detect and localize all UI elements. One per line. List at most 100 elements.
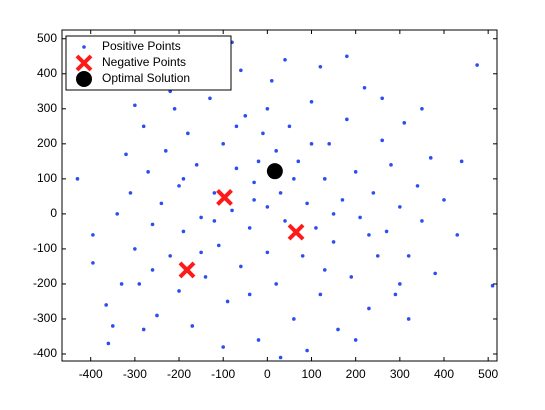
positive-point — [243, 114, 248, 118]
y-tick-label: 200 — [37, 136, 57, 150]
positive-point — [212, 191, 217, 195]
positive-point — [322, 177, 327, 181]
positive-point — [475, 63, 479, 67]
legend-marker — [75, 54, 93, 72]
x-tick-label: 0 — [264, 367, 271, 381]
positive-point — [442, 198, 446, 202]
positive-point — [402, 121, 407, 125]
positive-point — [124, 152, 128, 157]
positive-point — [309, 100, 314, 104]
positive-point — [181, 177, 186, 181]
x-tick-label: 100 — [302, 367, 322, 381]
positive-point — [225, 299, 230, 304]
positive-point — [119, 282, 124, 286]
positive-point — [256, 338, 261, 342]
positive-point — [322, 268, 327, 272]
positive-point — [133, 247, 137, 251]
positive-point — [314, 226, 318, 230]
positive-point — [141, 124, 146, 129]
positive-point — [384, 229, 389, 234]
positive-point — [212, 219, 217, 223]
positive-point — [190, 324, 195, 328]
negative-point — [216, 189, 233, 206]
positive-point — [380, 138, 384, 143]
positive-point — [150, 268, 155, 272]
y-tick-label: 300 — [37, 101, 57, 115]
positive-point — [353, 170, 358, 174]
positive-point — [278, 355, 283, 360]
positive-point — [367, 306, 371, 311]
positive-point — [155, 313, 159, 318]
positive-point — [181, 229, 186, 234]
x-tick-label: -400 — [79, 367, 103, 381]
negative-point — [287, 223, 305, 241]
positive-point — [406, 317, 411, 321]
positive-point — [208, 96, 212, 101]
legend-marker — [82, 45, 86, 49]
x-tick-label: -300 — [123, 367, 147, 381]
positive-point — [265, 205, 270, 209]
positive-point — [168, 254, 172, 258]
positive-point — [234, 166, 239, 171]
negative-point — [178, 261, 196, 279]
y-tick-label: 100 — [37, 171, 57, 185]
positive-point — [133, 103, 137, 108]
positive-point — [318, 292, 323, 297]
positive-point — [349, 275, 354, 279]
positive-point — [234, 124, 239, 129]
positive-point — [274, 282, 278, 286]
positive-point — [371, 191, 376, 195]
y-tick-label: -200 — [33, 276, 57, 290]
x-tick-label: 200 — [346, 367, 366, 381]
legend-label: Negative Points — [102, 55, 186, 69]
positive-point — [292, 317, 296, 321]
positive-point — [159, 201, 164, 206]
positive-point — [305, 348, 309, 353]
positive-point — [221, 142, 225, 146]
positive-point — [345, 54, 349, 59]
y-tick-label: -400 — [33, 346, 57, 360]
positive-point — [239, 264, 243, 269]
positive-point — [128, 191, 133, 195]
positive-point — [203, 275, 208, 279]
positive-point — [283, 57, 287, 62]
positive-point — [137, 282, 142, 286]
positive-point — [104, 303, 108, 307]
positive-point — [406, 254, 411, 258]
positive-point — [278, 191, 283, 195]
positive-point — [420, 219, 424, 223]
positive-point — [283, 219, 287, 223]
positive-point — [336, 327, 340, 332]
x-tick-label: -100 — [211, 367, 235, 381]
positive-point — [261, 131, 265, 136]
x-tick-label: 500 — [478, 367, 498, 381]
positive-point — [110, 324, 115, 328]
positive-point — [252, 180, 256, 185]
optimal-point — [266, 163, 283, 180]
positive-point — [455, 233, 460, 237]
positive-point — [216, 243, 221, 248]
legend-label: Positive Points — [102, 39, 181, 53]
positive-point — [331, 240, 336, 244]
positive-point — [256, 159, 261, 164]
positive-point — [331, 212, 336, 216]
x-tick-label: -200 — [167, 367, 191, 381]
positive-point — [296, 159, 301, 164]
positive-point — [327, 142, 331, 146]
positive-point — [91, 261, 95, 265]
y-tick-label: 500 — [37, 31, 57, 45]
legend-label: Optimal Solution — [102, 71, 190, 85]
x-tick-label: 300 — [390, 367, 410, 381]
positive-point — [358, 215, 362, 220]
positive-point — [340, 198, 345, 202]
positive-point — [415, 184, 420, 188]
positive-point — [177, 289, 181, 293]
y-tick-label: 400 — [37, 66, 57, 80]
positive-point — [199, 215, 203, 220]
positive-point — [292, 177, 296, 181]
positive-point — [367, 233, 371, 237]
y-tick-label: -100 — [33, 241, 57, 255]
positive-point — [247, 226, 252, 230]
positive-point — [353, 338, 358, 342]
positive-point — [75, 177, 80, 181]
